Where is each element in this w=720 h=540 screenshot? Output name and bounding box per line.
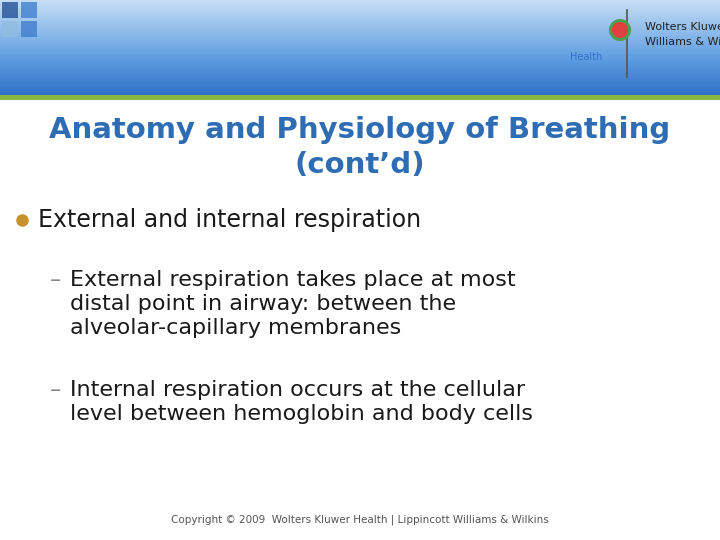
Bar — [0, 31, 720, 33]
Text: distal point in airway: between the: distal point in airway: between the — [70, 294, 456, 314]
Bar — [0, 61, 720, 63]
Bar — [0, 1, 720, 3]
Bar — [0, 44, 720, 46]
Text: Anatomy and Physiology of Breathing: Anatomy and Physiology of Breathing — [50, 116, 670, 144]
Bar — [0, 88, 720, 90]
Bar — [0, 55, 720, 57]
Bar — [0, 6, 720, 8]
Bar — [21, 2, 37, 18]
Bar — [0, 72, 720, 75]
Bar — [2, 2, 18, 18]
Bar — [0, 71, 720, 73]
Bar — [0, 95, 720, 100]
Bar — [0, 18, 720, 21]
Text: alveolar-capillary membranes: alveolar-capillary membranes — [70, 318, 401, 338]
Bar — [0, 8, 720, 10]
Bar — [0, 28, 720, 30]
Bar — [0, 4, 720, 6]
Bar — [0, 74, 720, 76]
Bar — [0, 69, 720, 71]
Bar — [0, 80, 720, 82]
Bar — [0, 15, 720, 17]
Text: Wolters Kluwer: Wolters Kluwer — [645, 22, 720, 32]
Bar — [0, 37, 720, 39]
Bar — [0, 53, 720, 56]
Bar — [0, 12, 720, 14]
Bar — [0, 86, 720, 89]
Bar — [0, 91, 720, 93]
Bar — [0, 40, 720, 43]
Text: –: – — [50, 380, 61, 400]
Bar — [0, 0, 720, 2]
Circle shape — [609, 19, 631, 41]
Bar — [0, 3, 720, 5]
Bar — [0, 36, 720, 38]
Bar — [0, 58, 720, 60]
Text: Williams & Wilkins: Williams & Wilkins — [645, 37, 720, 47]
Bar — [0, 39, 720, 41]
Bar — [0, 90, 720, 92]
Bar — [0, 11, 720, 12]
Bar — [0, 93, 720, 95]
Bar — [0, 9, 720, 11]
Bar — [0, 35, 720, 36]
Bar — [0, 63, 720, 65]
Bar — [0, 66, 720, 68]
Bar — [0, 20, 720, 22]
Bar — [0, 52, 720, 54]
Bar — [0, 64, 720, 66]
Bar — [0, 85, 720, 87]
Bar — [0, 49, 720, 51]
Bar — [21, 21, 37, 37]
Text: External and internal respiration: External and internal respiration — [38, 208, 421, 232]
Bar — [0, 42, 720, 44]
Bar — [0, 23, 720, 25]
Bar — [0, 50, 720, 52]
Bar — [0, 26, 720, 29]
Bar — [0, 30, 720, 32]
Text: Internal respiration occurs at the cellular: Internal respiration occurs at the cellu… — [70, 380, 525, 400]
Bar — [0, 82, 720, 84]
Bar — [0, 17, 720, 19]
Bar — [0, 22, 720, 24]
Text: Copyright © 2009  Wolters Kluwer Health | Lippincott Williams & Wilkins: Copyright © 2009 Wolters Kluwer Health |… — [171, 515, 549, 525]
Text: (cont’d): (cont’d) — [294, 151, 426, 179]
Bar — [0, 79, 720, 81]
Bar — [0, 59, 720, 62]
Bar — [0, 47, 720, 49]
Circle shape — [612, 22, 628, 38]
Bar — [0, 68, 720, 70]
Bar — [0, 33, 720, 35]
Text: Health: Health — [570, 52, 602, 62]
Bar — [0, 25, 720, 27]
Bar — [2, 21, 18, 37]
Text: External respiration takes place at most: External respiration takes place at most — [70, 270, 516, 290]
Text: level between hemoglobin and body cells: level between hemoglobin and body cells — [70, 404, 533, 424]
Bar — [0, 45, 720, 48]
Bar — [0, 57, 720, 58]
Bar — [0, 76, 720, 78]
Bar — [0, 83, 720, 85]
Bar — [0, 14, 720, 16]
Text: –: – — [50, 270, 61, 290]
Bar — [0, 77, 720, 79]
